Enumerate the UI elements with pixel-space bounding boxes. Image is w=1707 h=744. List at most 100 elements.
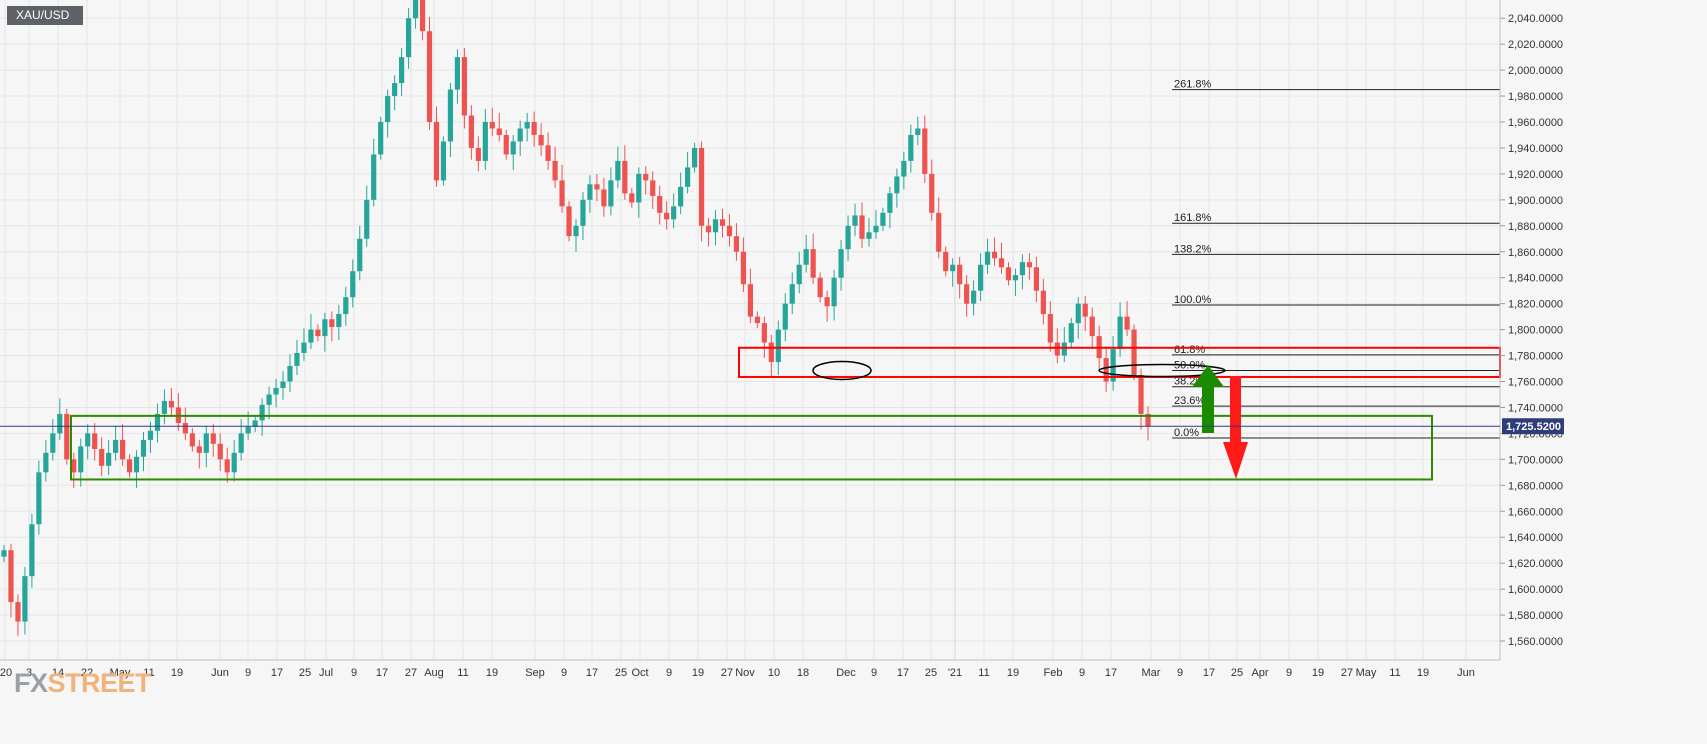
candle-body [901, 160, 907, 177]
highlight-ellipse [1098, 363, 1226, 378]
x-tick-label: 9 [1177, 667, 1183, 679]
candle-body [594, 184, 600, 190]
candle-body [650, 180, 656, 196]
candle-body [385, 96, 391, 122]
candle-body [1033, 267, 1039, 291]
fibonacci-levels: 0.0%23.6%38.2%50.0%61.8%100.0%138.2%161.… [1172, 79, 1500, 439]
candle-body [308, 329, 314, 343]
x-tick-label: 19 [171, 667, 183, 679]
candle-body [71, 459, 77, 473]
x-tick-label: Sep [525, 667, 545, 679]
candle-body [957, 264, 963, 285]
candle-body [203, 433, 209, 453]
y-tick-label: 1,620.0000 [1508, 558, 1563, 570]
candle-body [1040, 290, 1046, 315]
candle-body [189, 433, 195, 447]
up-arrow-head [1192, 365, 1224, 387]
candle-body [1026, 262, 1033, 268]
candle-body [740, 251, 747, 285]
candle-body [510, 141, 516, 155]
candle-body [587, 184, 593, 200]
x-tick-label: Aug [424, 667, 444, 679]
candle-body [364, 199, 370, 239]
candle-body [36, 472, 42, 525]
x-tick-label: 9 [561, 667, 567, 679]
candle-body [357, 238, 363, 272]
candle-body [252, 420, 258, 427]
candle-body [943, 251, 949, 272]
x-tick-label: 27 [1341, 667, 1353, 679]
y-tick-label: 2,020.0000 [1508, 39, 1563, 51]
x-tick-label: 17 [897, 667, 909, 679]
symbol-badge[interactable]: XAU/USD [7, 6, 83, 25]
fib-label: 61.8% [1174, 344, 1205, 356]
candle-body [789, 284, 795, 304]
candle-body [280, 381, 286, 388]
x-tick-label: Mar [1142, 667, 1161, 679]
candle-body [336, 314, 342, 328]
y-tick-label: 1,840.0000 [1508, 273, 1563, 285]
y-tick-label: 1,940.0000 [1508, 143, 1563, 155]
candle-body [496, 128, 502, 135]
x-tick-label: Dec [836, 667, 856, 679]
x-tick-label: 25 [925, 667, 937, 679]
candle-body [168, 400, 175, 408]
x-tick-label: Feb [1044, 667, 1063, 679]
candle-body [726, 225, 733, 237]
candle-body [629, 193, 635, 203]
candle-body [1138, 375, 1144, 414]
candle-body [433, 122, 440, 181]
candle-body [50, 433, 56, 453]
candle-body [1019, 262, 1026, 276]
candle-body [517, 128, 523, 142]
x-tick-label: Jun [1457, 667, 1475, 679]
x-tick-label: 9 [351, 667, 357, 679]
x-tick-label: 27 [405, 667, 417, 679]
candle-body [1068, 323, 1074, 343]
candle-body [147, 430, 154, 440]
candle-body [601, 189, 607, 207]
y-tick-label: 1,900.0000 [1508, 195, 1563, 207]
candle-body [754, 316, 760, 324]
candle-body [57, 413, 63, 434]
x-tick-label: 18 [797, 667, 809, 679]
candle-body [482, 122, 488, 161]
candle-body [294, 352, 300, 366]
candles [1, 0, 1151, 636]
candle-body [106, 452, 112, 466]
highlight-ellipse [812, 360, 872, 381]
x-tick-label: 11 [1389, 667, 1400, 679]
candle-body [419, 0, 426, 32]
candle-body [691, 147, 698, 168]
candle-body [92, 433, 98, 449]
candle-body [1089, 316, 1095, 337]
x-tick-label: 11 [978, 667, 989, 679]
x-tick-label: 9 [1286, 667, 1292, 679]
x-tick-label: 17 [271, 667, 283, 679]
x-tick-label: 9 [666, 667, 672, 679]
candle-body [196, 446, 202, 453]
candle-body [1117, 316, 1123, 350]
y-tick-label: 1,880.0000 [1508, 221, 1563, 233]
fib-label: 100.0% [1174, 294, 1212, 306]
candle-body [15, 602, 21, 622]
candle-body [712, 219, 719, 233]
candle-body [1, 550, 7, 557]
candle-body [329, 319, 335, 328]
candle-body [224, 459, 230, 473]
candle-body [531, 122, 537, 135]
candle-body [1005, 267, 1012, 281]
candle-body [126, 459, 133, 473]
candle-body [1047, 314, 1053, 343]
candle-body [1103, 358, 1109, 382]
x-tick-label: May [110, 667, 131, 679]
candle-body [810, 249, 816, 278]
support-zone [70, 414, 1433, 481]
x-tick-label: '21 [948, 667, 962, 679]
candle-body [447, 89, 454, 142]
y-tick-label: 1,600.0000 [1508, 584, 1563, 596]
fib-label: 138.2% [1174, 243, 1212, 255]
candle-body [831, 277, 837, 307]
candle-body [161, 400, 168, 414]
